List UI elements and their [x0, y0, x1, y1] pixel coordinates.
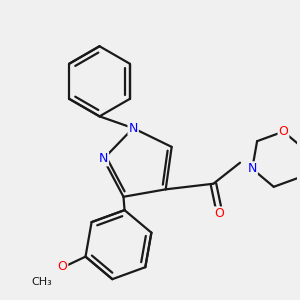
- Text: O: O: [57, 260, 67, 273]
- Text: N: N: [99, 152, 108, 165]
- Text: N: N: [248, 162, 257, 175]
- Text: O: O: [278, 125, 288, 138]
- Text: N: N: [128, 122, 138, 135]
- Text: O: O: [214, 207, 224, 220]
- Text: CH₃: CH₃: [31, 277, 52, 287]
